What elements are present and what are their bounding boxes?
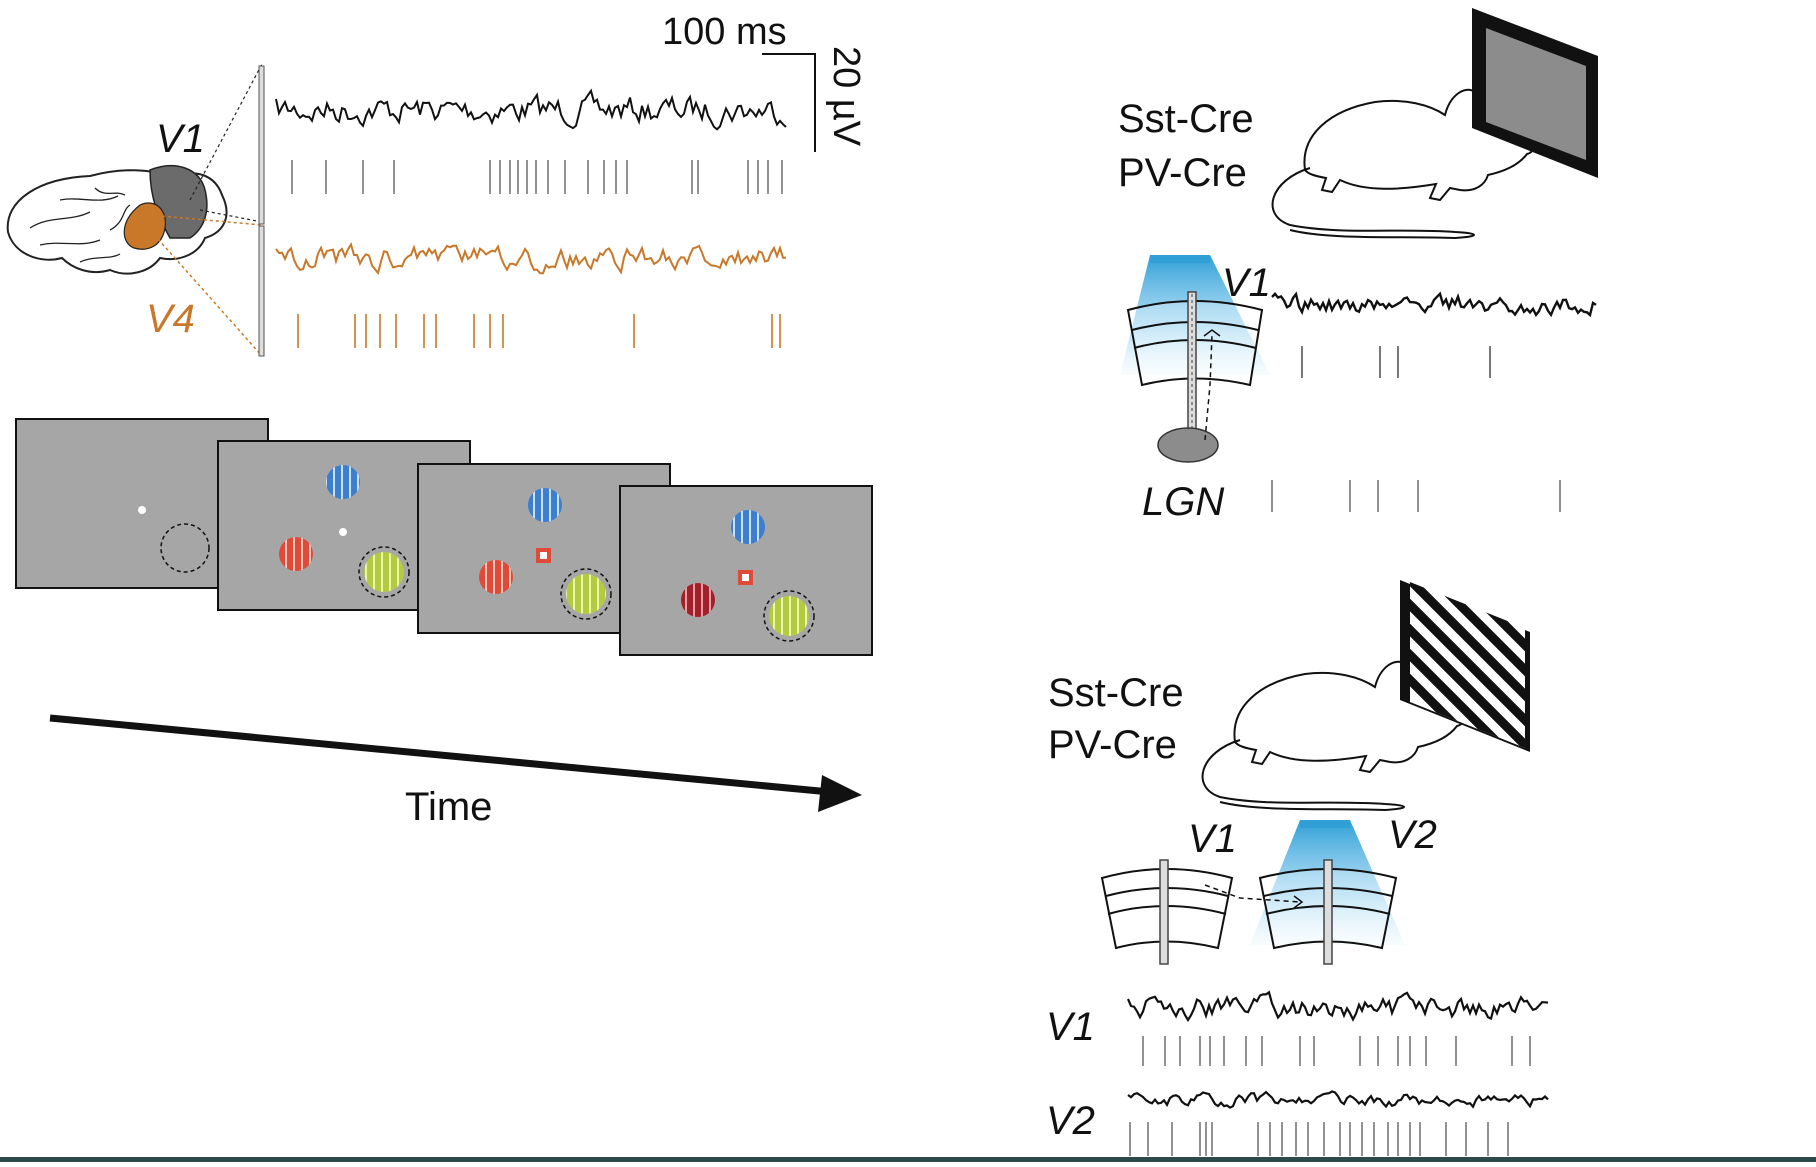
monitor-gray bbox=[1472, 8, 1598, 178]
trace-v1-label: V1 bbox=[1046, 1005, 1095, 1049]
v4-lfp-trace bbox=[275, 242, 786, 276]
v1-lfp-trace bbox=[275, 88, 787, 131]
electrode-v1 bbox=[258, 65, 265, 225]
bottom-v2-spike-raster bbox=[1129, 1122, 1509, 1156]
v1-spike-raster bbox=[291, 160, 783, 194]
task-screen-4 bbox=[619, 485, 873, 656]
lgn-spike-raster bbox=[1271, 480, 1561, 512]
task-screens bbox=[15, 418, 873, 656]
mouse-bottom-line1: Sst-Cre bbox=[1048, 671, 1184, 715]
scale-voltage-label: 20 µV bbox=[825, 46, 867, 147]
mouse-top: Sst-Cre PV-Cre V1 LGN bbox=[1118, 8, 1598, 524]
time-arrow: Time bbox=[49, 714, 862, 829]
top-v1-lfp-trace bbox=[1271, 291, 1597, 318]
scale-time-label: 100 ms bbox=[662, 11, 787, 53]
monkey-traces bbox=[275, 88, 787, 348]
electrode-v4 bbox=[258, 225, 265, 357]
time-label: Time bbox=[405, 785, 492, 829]
mouse-bottom-v1-label: V1 bbox=[1188, 817, 1237, 861]
mouse-top-v1-label: V1 bbox=[1222, 261, 1271, 305]
monkey-v4-label: V4 bbox=[146, 297, 195, 341]
bottom-v1-lfp-trace bbox=[1126, 990, 1549, 1023]
area-v4 bbox=[123, 202, 167, 250]
mouse-top-lgn-label: LGN bbox=[1142, 480, 1224, 524]
top-v1-spike-raster bbox=[1301, 346, 1491, 378]
bottom-v1-spike-raster bbox=[1142, 1036, 1531, 1066]
bottom-border bbox=[0, 1157, 1816, 1162]
probe-bottom-v2 bbox=[1323, 859, 1333, 965]
mouse-bottom-traces bbox=[1126, 990, 1549, 1156]
scale-bar: 100 ms 20 µV bbox=[662, 11, 867, 152]
v4-spike-raster bbox=[297, 314, 781, 348]
mouse-top-line1: Sst-Cre bbox=[1118, 97, 1254, 141]
mouse-bottom-v2-label: V2 bbox=[1388, 813, 1437, 857]
probe-bottom-v1 bbox=[1159, 859, 1169, 965]
lgn-nucleus bbox=[1157, 427, 1219, 463]
monkey-brain bbox=[6, 63, 265, 357]
bottom-v2-lfp-trace bbox=[1127, 1090, 1549, 1109]
mouse-bottom-line2: PV-Cre bbox=[1048, 723, 1177, 767]
monkey-v1-label: V1 bbox=[156, 117, 205, 161]
mouse-top-line2: PV-Cre bbox=[1118, 151, 1247, 195]
monitor-grating bbox=[1400, 580, 1530, 752]
mouse-top-traces bbox=[1271, 291, 1597, 512]
mouse-bottom: Sst-Cre PV-Cre bbox=[1046, 580, 1549, 1156]
trace-v2-label: V2 bbox=[1046, 1099, 1095, 1143]
